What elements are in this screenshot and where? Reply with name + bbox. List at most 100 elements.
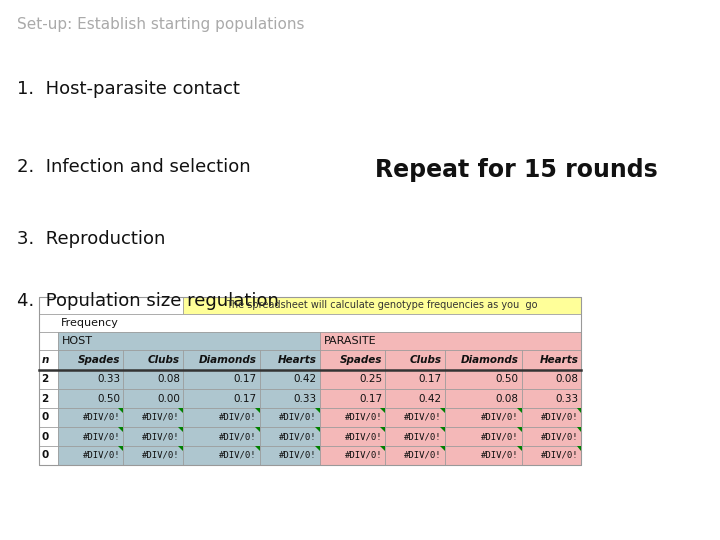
Text: 0.08: 0.08: [157, 375, 180, 384]
Bar: [260, 389, 320, 408]
Bar: [385, 408, 445, 427]
Polygon shape: [315, 427, 320, 432]
Bar: [123, 427, 183, 446]
Text: #DIV/0!: #DIV/0!: [83, 451, 120, 460]
Bar: [58, 350, 123, 370]
Polygon shape: [315, 408, 320, 413]
Text: 4.  Population size regulation: 4. Population size regulation: [17, 292, 279, 310]
Bar: [58, 370, 123, 389]
Bar: [38, 314, 581, 332]
Bar: [58, 446, 123, 465]
Polygon shape: [517, 446, 522, 451]
Polygon shape: [178, 408, 183, 413]
Polygon shape: [440, 427, 445, 432]
Text: Spades: Spades: [78, 355, 120, 365]
Bar: [58, 408, 123, 427]
Text: 0.50: 0.50: [496, 375, 519, 384]
Bar: [522, 370, 581, 389]
Text: 0.50: 0.50: [97, 394, 120, 403]
Text: 0.08: 0.08: [555, 375, 578, 384]
Text: 0.33: 0.33: [294, 394, 317, 403]
Text: Repeat for 15 rounds: Repeat for 15 rounds: [375, 158, 658, 182]
Text: 0: 0: [41, 413, 49, 422]
Text: #DIV/0!: #DIV/0!: [83, 413, 120, 422]
Text: Hearts: Hearts: [539, 355, 578, 365]
Bar: [385, 370, 445, 389]
Polygon shape: [118, 427, 123, 432]
Polygon shape: [440, 446, 445, 451]
Polygon shape: [380, 446, 385, 451]
Bar: [38, 408, 58, 427]
Bar: [123, 350, 183, 370]
Bar: [385, 427, 445, 446]
Bar: [522, 446, 581, 465]
Text: #DIV/0!: #DIV/0!: [220, 432, 257, 441]
Bar: [385, 389, 445, 408]
Polygon shape: [118, 408, 123, 413]
Bar: [445, 350, 522, 370]
Bar: [38, 427, 58, 446]
Text: #DIV/0!: #DIV/0!: [143, 451, 180, 460]
Polygon shape: [577, 446, 581, 451]
Text: Diamonds: Diamonds: [461, 355, 519, 365]
Text: #DIV/0!: #DIV/0!: [541, 413, 578, 422]
Text: 0.42: 0.42: [294, 375, 317, 384]
Bar: [445, 427, 522, 446]
Bar: [38, 370, 58, 389]
Text: Set-up: Establish starting populations: Set-up: Establish starting populations: [17, 17, 305, 32]
Polygon shape: [178, 446, 183, 451]
Text: 0.00: 0.00: [157, 394, 180, 403]
Polygon shape: [440, 408, 445, 413]
Bar: [38, 297, 183, 314]
Text: #DIV/0!: #DIV/0!: [481, 432, 519, 441]
Text: #DIV/0!: #DIV/0!: [404, 432, 442, 441]
Text: #DIV/0!: #DIV/0!: [279, 413, 317, 422]
Polygon shape: [380, 408, 385, 413]
Bar: [183, 427, 260, 446]
Text: 0.17: 0.17: [418, 375, 442, 384]
Text: 0.17: 0.17: [234, 375, 257, 384]
Bar: [522, 389, 581, 408]
Bar: [123, 370, 183, 389]
Polygon shape: [118, 446, 123, 451]
Polygon shape: [255, 408, 260, 413]
Text: The spreadsheet will calculate genotype frequencies as you  go: The spreadsheet will calculate genotype …: [226, 300, 538, 310]
Text: 0.33: 0.33: [555, 394, 578, 403]
Bar: [320, 350, 385, 370]
Text: Frequency: Frequency: [60, 318, 119, 328]
Bar: [260, 446, 320, 465]
Text: #DIV/0!: #DIV/0!: [83, 432, 120, 441]
Text: #DIV/0!: #DIV/0!: [220, 451, 257, 460]
Bar: [38, 446, 58, 465]
Text: HOST: HOST: [62, 336, 93, 346]
Bar: [58, 427, 123, 446]
Text: #DIV/0!: #DIV/0!: [541, 451, 578, 460]
Polygon shape: [178, 427, 183, 432]
Text: 0.25: 0.25: [359, 375, 382, 384]
Bar: [445, 408, 522, 427]
Bar: [183, 446, 260, 465]
Polygon shape: [255, 446, 260, 451]
Polygon shape: [577, 408, 581, 413]
Bar: [183, 370, 260, 389]
Text: 2.  Infection and selection: 2. Infection and selection: [17, 158, 251, 176]
Polygon shape: [255, 427, 260, 432]
Text: #DIV/0!: #DIV/0!: [404, 451, 442, 460]
Bar: [320, 446, 385, 465]
Bar: [58, 389, 123, 408]
Text: 2: 2: [41, 394, 49, 403]
Text: 1.  Host-parasite contact: 1. Host-parasite contact: [17, 80, 240, 98]
Text: 0.42: 0.42: [418, 394, 442, 403]
Text: #DIV/0!: #DIV/0!: [279, 451, 317, 460]
Bar: [320, 389, 385, 408]
Text: Spades: Spades: [340, 355, 382, 365]
Text: 0.17: 0.17: [359, 394, 382, 403]
Bar: [522, 427, 581, 446]
Bar: [183, 297, 581, 314]
Bar: [123, 446, 183, 465]
Bar: [445, 370, 522, 389]
Text: 0.17: 0.17: [234, 394, 257, 403]
Bar: [123, 389, 183, 408]
Bar: [320, 408, 385, 427]
Text: #DIV/0!: #DIV/0!: [481, 451, 519, 460]
